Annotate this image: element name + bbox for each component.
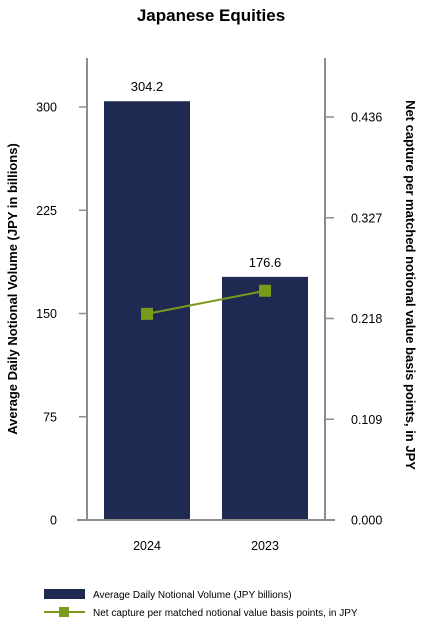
y2-tick-label: 0.218 [351, 312, 382, 326]
legend-line-marker [59, 607, 69, 617]
legend-bar-swatch [44, 589, 85, 599]
bars-group [104, 101, 308, 520]
bar-value-label-2024: 304.2 [131, 79, 164, 94]
legend: Average Daily Notional Volume (JPY billi… [44, 589, 358, 619]
y-tick-label: 225 [36, 204, 57, 218]
net-capture-line [146, 289, 266, 315]
x-tick-label-2023: 2023 [251, 539, 279, 553]
y-tick-label: 300 [36, 101, 57, 115]
y2-tick-label: 0.000 [351, 514, 382, 528]
legend-line-label: Net capture per matched notional value b… [93, 608, 358, 619]
net-capture-point-2023 [259, 284, 271, 297]
y2-tick-label: 0.436 [351, 111, 382, 125]
y2-axis-title: Net capture per matched notional value b… [403, 100, 418, 470]
line-group [141, 284, 271, 320]
y-axis-title: Average Daily Notional Volume (JPY in bi… [5, 143, 20, 435]
legend-bar-label: Average Daily Notional Volume (JPY billi… [93, 590, 292, 601]
y-tick-label: 75 [43, 410, 57, 424]
bar-value-label-2023: 176.6 [249, 255, 282, 270]
chart-title: Japanese Equities [137, 6, 285, 25]
y2-tick-label: 0.327 [351, 211, 382, 225]
net-capture-point-2024 [141, 307, 153, 320]
bar-2023 [222, 276, 308, 520]
axes-group: 2024 2023 0 75 150 225 300 0.000 0.109 0.218 0.327… [36, 58, 382, 553]
data-labels-group: 304.2 176.6 [131, 79, 282, 270]
y2-tick-label: 0.109 [351, 413, 382, 427]
y-tick-label: 0 [50, 514, 57, 528]
x-tick-label-2024: 2024 [133, 539, 161, 553]
y-tick-label: 150 [36, 307, 57, 321]
